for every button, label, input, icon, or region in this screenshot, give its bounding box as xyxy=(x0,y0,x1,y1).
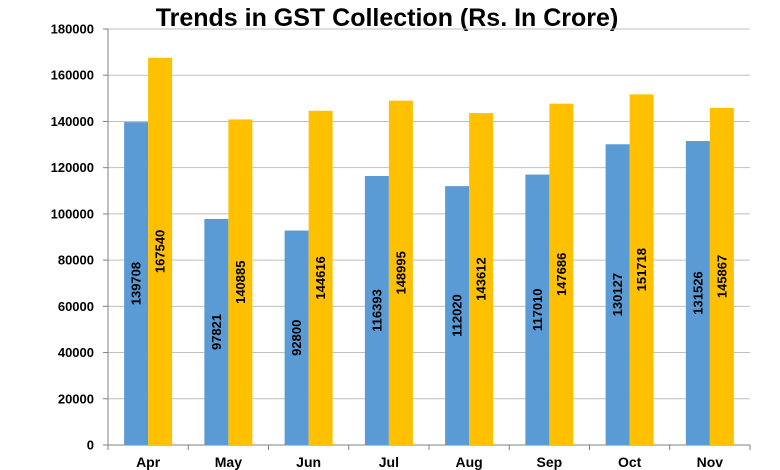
y-tick-label: 160000 xyxy=(51,68,94,83)
bar-series-2-sep xyxy=(549,103,574,445)
y-tick-label: 0 xyxy=(87,438,94,453)
bar-series-1-may xyxy=(204,218,229,445)
bar-series-1-aug xyxy=(445,186,470,446)
y-tick-label: 100000 xyxy=(51,206,94,221)
bar-series-1-oct xyxy=(605,144,630,446)
data-label: 147686 xyxy=(554,253,569,296)
data-label: 92800 xyxy=(289,320,304,356)
x-category-label: Aug xyxy=(456,454,483,470)
bar-series-2-oct xyxy=(629,94,654,445)
x-category-label: Jul xyxy=(379,454,399,470)
bar-series-2-jun xyxy=(308,110,333,445)
data-label: 148995 xyxy=(393,251,408,294)
x-category-label: Oct xyxy=(618,454,642,470)
bars xyxy=(124,57,734,446)
data-label: 167540 xyxy=(153,230,168,273)
x-category-label: Apr xyxy=(136,454,161,470)
x-category-label: Jun xyxy=(296,454,321,470)
y-tick-label: 20000 xyxy=(58,391,94,406)
y-tick-label: 120000 xyxy=(51,160,94,175)
bar-series-1-sep xyxy=(525,174,550,445)
data-label: 151718 xyxy=(634,248,649,291)
x-category-label: Nov xyxy=(697,454,724,470)
x-category-label: Sep xyxy=(537,454,563,470)
bar-series-2-jul xyxy=(388,100,413,445)
y-tick-label: 140000 xyxy=(51,114,94,129)
data-label: 143612 xyxy=(474,257,489,300)
bar-series-1-nov xyxy=(685,141,710,445)
chart-title: Trends in GST Collection (Rs. In Crore) xyxy=(156,4,619,32)
data-label: 112020 xyxy=(450,294,465,337)
bar-series-2-aug xyxy=(469,113,494,445)
data-label: 97821 xyxy=(209,314,224,350)
data-label: 140885 xyxy=(233,261,248,304)
y-tick-label: 60000 xyxy=(58,299,94,314)
bar-series-2-nov xyxy=(709,107,734,445)
y-tick-label: 80000 xyxy=(58,253,94,268)
data-label: 116393 xyxy=(369,289,384,332)
gridlines xyxy=(108,28,750,400)
category-labels: Apr May Jun Jul Aug Sep Oct Nov xyxy=(136,454,723,470)
bar-series-1-apr xyxy=(124,122,149,445)
data-label: 131526 xyxy=(690,271,705,314)
bar-series-1-jul xyxy=(364,176,389,445)
bar-series-2-may xyxy=(228,119,253,445)
axes: 0 20000 40000 60000 80000 100000 120000 140000 1… xyxy=(51,22,751,453)
bar-series-1-jun xyxy=(284,230,309,445)
data-label: 145867 xyxy=(714,255,729,298)
x-category-label: May xyxy=(215,454,242,470)
data-label: 117010 xyxy=(530,288,545,331)
data-label: 139708 xyxy=(129,262,144,305)
y-tick-label: 40000 xyxy=(58,345,94,360)
data-labels: 139708 167540 97821 140885 92800 144616 116393… xyxy=(129,230,730,356)
y-tick-label: 180000 xyxy=(51,22,94,37)
data-label: 144616 xyxy=(313,256,328,299)
data-label: 130127 xyxy=(610,273,625,316)
bar-series-2-apr xyxy=(148,57,173,445)
